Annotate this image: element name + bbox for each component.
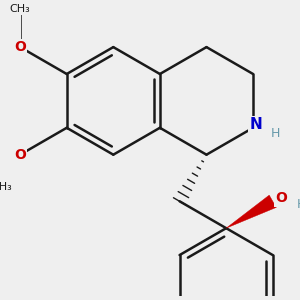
Text: O: O [14,148,26,162]
Text: CH₃: CH₃ [0,182,12,192]
Polygon shape [226,195,276,228]
Text: H: H [296,198,300,211]
Text: O: O [275,191,287,206]
Text: O: O [14,40,26,54]
Text: N: N [250,118,262,133]
Text: methoxy: methoxy [17,9,23,10]
Text: CH₃: CH₃ [10,4,31,14]
Text: H: H [271,127,281,140]
